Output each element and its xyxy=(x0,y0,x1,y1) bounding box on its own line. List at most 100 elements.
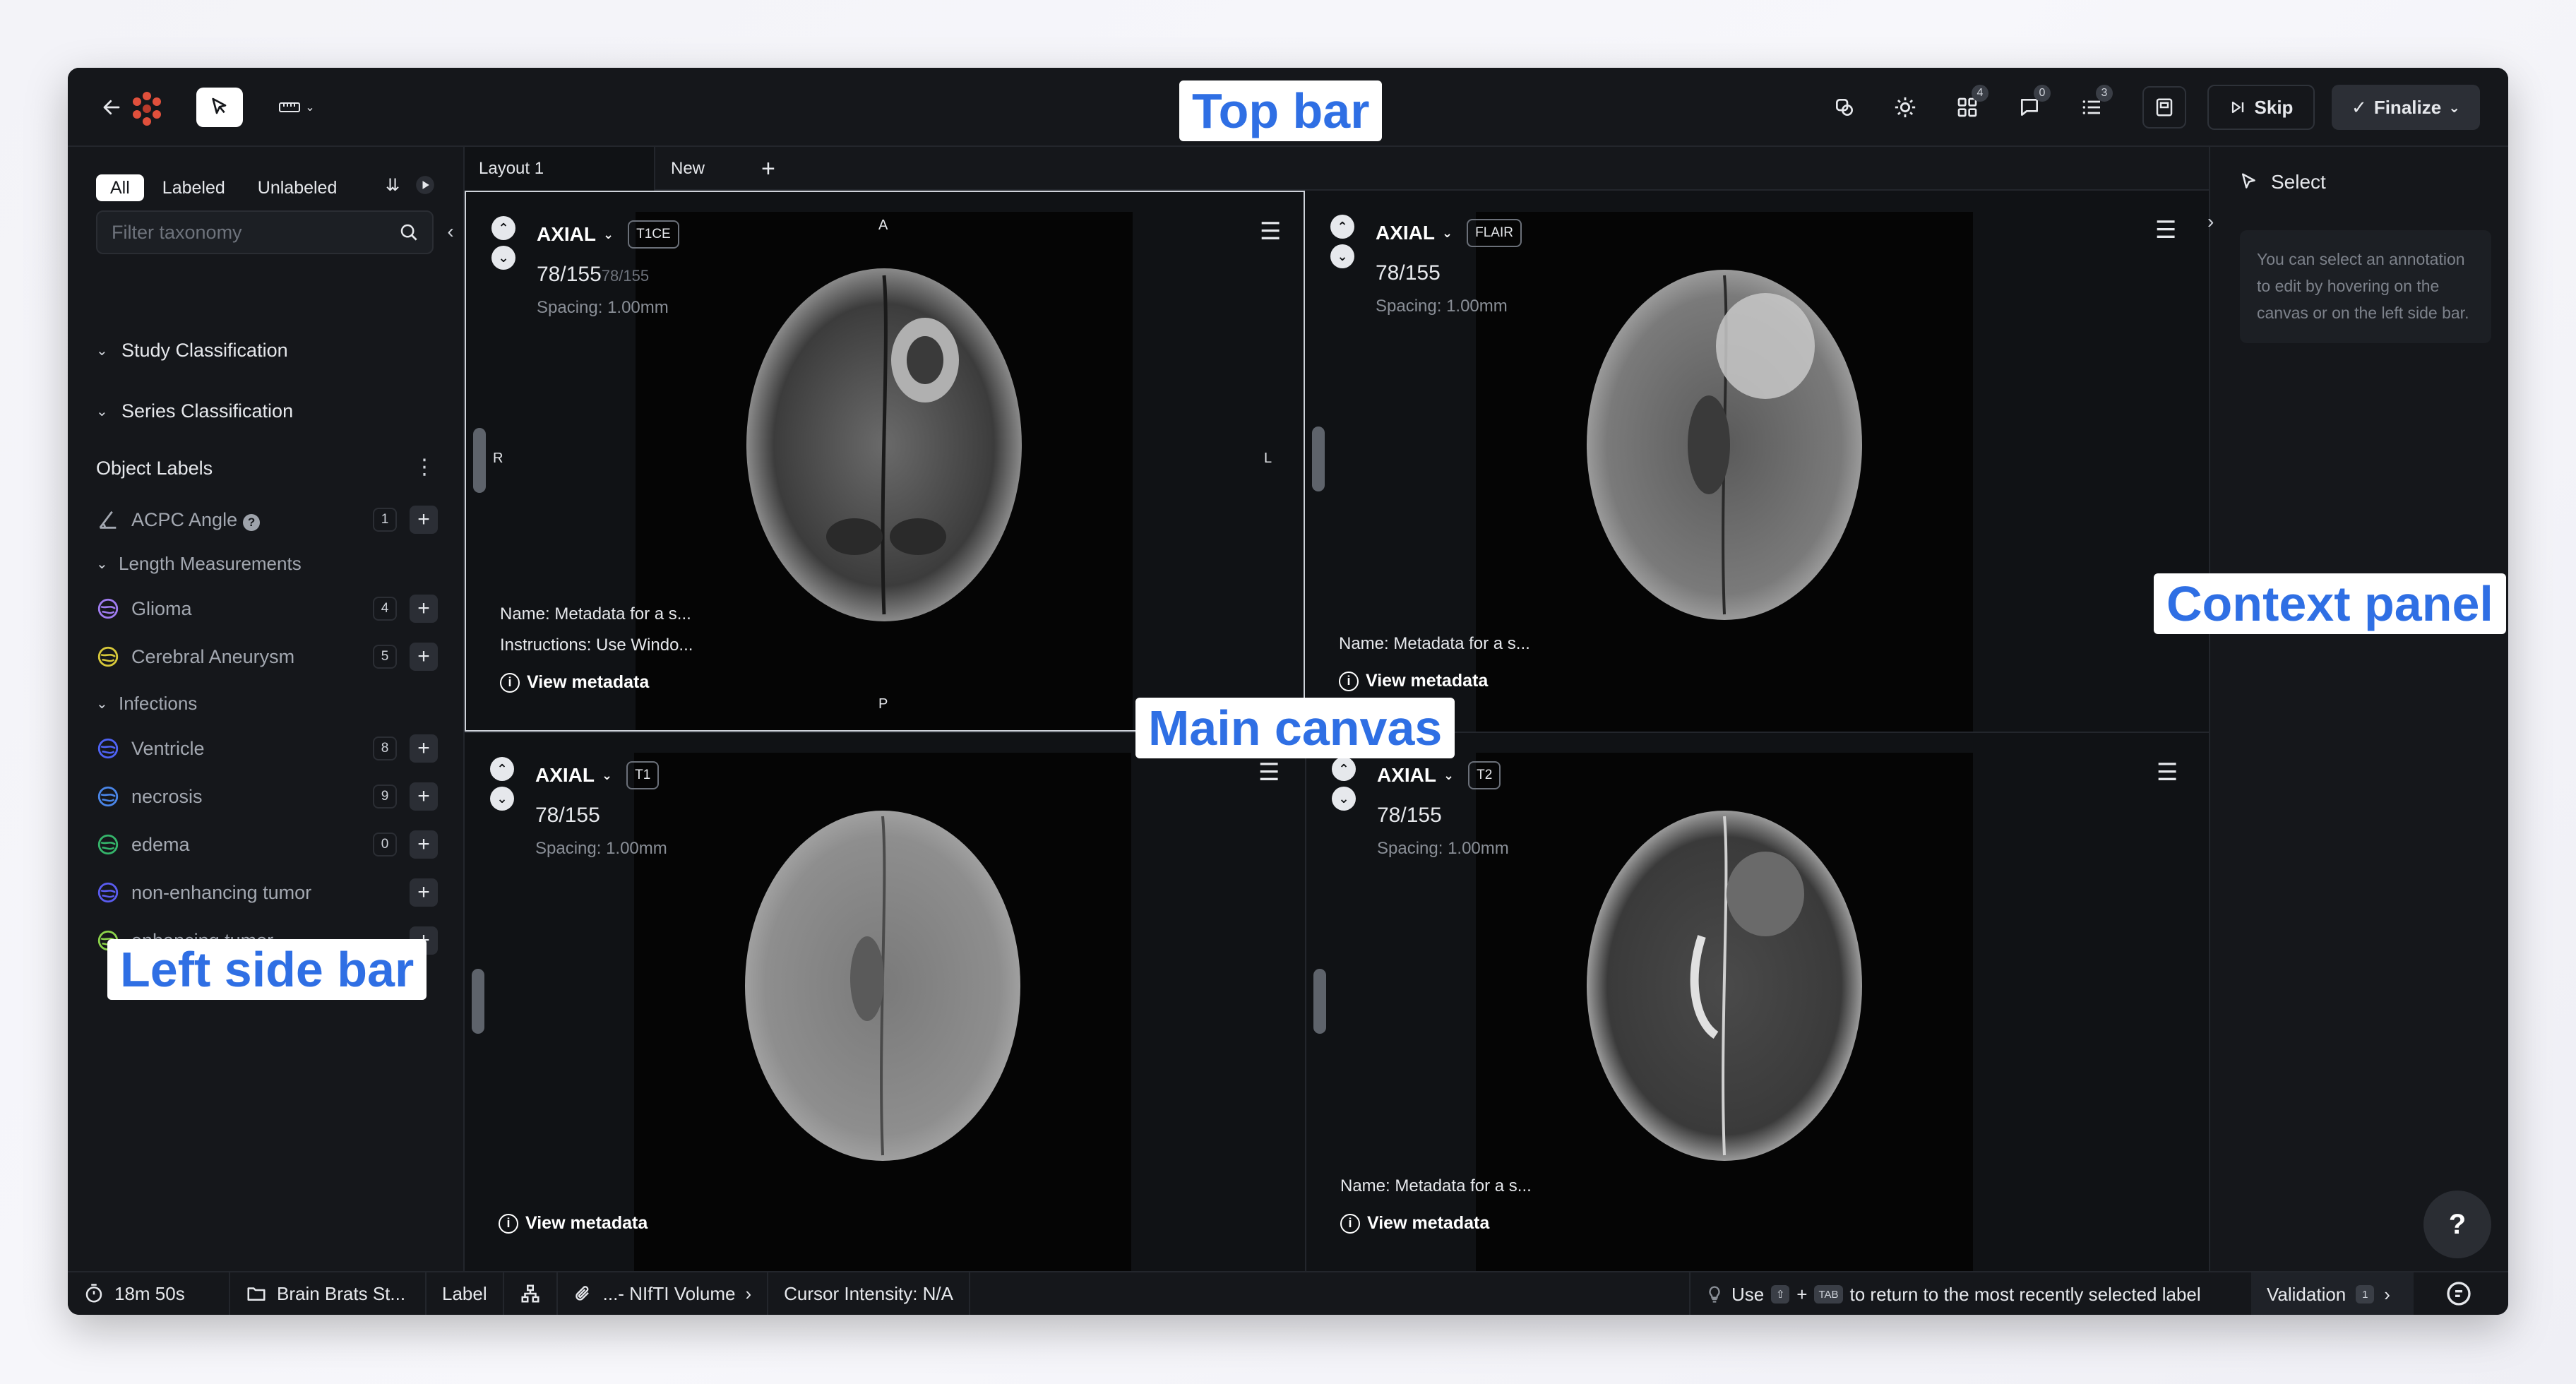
label-item-edema[interactable]: edema 0 + xyxy=(96,826,438,863)
back-arrow-icon[interactable] xyxy=(95,90,129,124)
scroll-handle[interactable] xyxy=(1313,969,1326,1034)
study-classification-section[interactable]: ⌄ Study Classification xyxy=(96,335,288,366)
brain-segment-icon xyxy=(97,882,119,903)
help-icon[interactable]: ? xyxy=(243,513,261,531)
comments-icon[interactable]: 0 xyxy=(2010,85,2051,126)
feedback-icon[interactable] xyxy=(2445,1279,2474,1309)
label-name: Ventricle xyxy=(131,737,205,759)
play-icon[interactable] xyxy=(415,175,435,200)
scan-image-area[interactable] xyxy=(1476,212,1973,732)
slice-up-icon[interactable]: ⌃ xyxy=(490,757,514,781)
add-label-button[interactable]: + xyxy=(410,734,438,763)
slice-down-icon[interactable]: ⌄ xyxy=(491,246,515,270)
label-item-cerebral-aneurysm[interactable]: Cerebral Aneurysm 5 + xyxy=(96,638,438,675)
more-vertical-icon[interactable]: ⋮ xyxy=(414,455,435,479)
viewport-menu-icon[interactable]: ☰ xyxy=(2155,217,2177,244)
sequence-badge: T1 xyxy=(626,761,660,789)
tab-layout-1[interactable]: Layout 1 xyxy=(465,147,655,191)
attachment-icon xyxy=(575,1286,589,1301)
collapse-sidebar-icon[interactable]: ‹ xyxy=(447,220,454,242)
collapse-panel-icon[interactable]: › xyxy=(2207,210,2214,232)
slice-up-icon[interactable]: ⌃ xyxy=(491,216,515,240)
hierarchy-icon[interactable] xyxy=(504,1272,558,1315)
slice-number: 78/155 xyxy=(1376,261,1441,285)
label-name: Glioma xyxy=(131,597,192,619)
add-label-button[interactable]: + xyxy=(410,830,438,859)
save-button[interactable] xyxy=(2142,86,2186,129)
label-item-glioma[interactable]: Glioma 4 + xyxy=(96,590,438,627)
scan-image-area[interactable] xyxy=(1476,753,1973,1271)
volume-label: ...- NIfTI Volume xyxy=(602,1282,736,1304)
skip-button[interactable]: Skip xyxy=(2207,85,2315,130)
viewport-menu-icon[interactable]: ☰ xyxy=(2157,759,2178,786)
add-label-button[interactable]: + xyxy=(410,595,438,623)
taxonomy-filter-input[interactable] xyxy=(112,221,394,244)
slice-down-icon[interactable]: ⌄ xyxy=(490,787,514,811)
view-metadata-link[interactable]: i View metadata xyxy=(1339,671,1488,691)
viewport-flair[interactable]: ⌃ ⌄ AXIAL ⌄ FLAIR 78/155 Spacing: 1.00mm… xyxy=(1305,191,2209,732)
add-tab-icon[interactable]: + xyxy=(761,155,775,182)
task-list-icon[interactable]: 3 xyxy=(2072,85,2113,126)
label-item-necrosis[interactable]: necrosis 9 + xyxy=(96,778,438,815)
select-tool-button[interactable] xyxy=(196,88,243,127)
finalize-button[interactable]: ✓ Finalize ⌄ xyxy=(2332,85,2480,130)
view-metadata-link[interactable]: i View metadata xyxy=(1340,1213,1489,1234)
spacing-text: Spacing: 1.00mm xyxy=(537,298,669,317)
collapse-all-icon[interactable]: ⇊ xyxy=(386,176,400,195)
orientation-select[interactable]: AXIAL ⌄ T1 xyxy=(535,761,660,789)
label-name: non-enhancing tumor xyxy=(131,881,312,903)
measure-tool-button[interactable]: ⌄ xyxy=(268,89,325,126)
shapes-icon[interactable] xyxy=(1825,89,1864,126)
scroll-handle[interactable] xyxy=(472,969,484,1034)
filter-tab-all[interactable]: All xyxy=(96,174,144,201)
layout-grid-icon[interactable]: 4 xyxy=(1948,85,1988,126)
add-label-button[interactable]: + xyxy=(410,878,438,907)
filter-tab-unlabeled[interactable]: Unlabeled xyxy=(257,177,338,198)
slice-up-icon[interactable]: ⌃ xyxy=(1330,215,1354,239)
viewport-t1[interactable]: ⌃ ⌄ AXIAL ⌄ T1 78/155 Spacing: 1.00mm ☰ … xyxy=(465,732,1305,1271)
scan-image-area[interactable] xyxy=(636,212,1133,730)
tab-new[interactable]: New xyxy=(671,159,705,178)
view-metadata-link[interactable]: i View metadata xyxy=(500,672,649,693)
brain-segment-icon xyxy=(97,646,119,667)
orientation-select[interactable]: AXIAL ⌄ FLAIR xyxy=(1376,219,1522,247)
scroll-handle[interactable] xyxy=(1312,426,1325,491)
slice-down-icon[interactable]: ⌄ xyxy=(1332,787,1356,811)
group-infections[interactable]: ⌄ Infections xyxy=(96,688,197,719)
project-label: Brain Brats St... xyxy=(277,1282,406,1304)
info-icon: i xyxy=(1339,671,1359,691)
filter-tab-labeled[interactable]: Labeled xyxy=(162,177,225,198)
viewport-menu-icon[interactable]: ☰ xyxy=(1260,218,1282,245)
viewport-t2[interactable]: ⌃ ⌄ AXIAL ⌄ T2 78/155 Spacing: 1.00mm ☰ … xyxy=(1305,732,2209,1271)
slice-down-icon[interactable]: ⌄ xyxy=(1330,244,1354,268)
orientation-select[interactable]: AXIAL ⌄ T2 xyxy=(1377,761,1501,789)
group-length-measurements[interactable]: ⌄ Length Measurements xyxy=(96,548,302,579)
brightness-icon[interactable] xyxy=(1885,89,1925,126)
help-button[interactable]: ? xyxy=(2423,1191,2491,1258)
volume-selector[interactable]: ...- NIfTI Volume › xyxy=(558,1272,769,1315)
viewport-t1ce[interactable]: ⌃ ⌄ AXIAL ⌄ T1CE 78/15578/155 Spacing: 1… xyxy=(465,191,1305,732)
sequence-badge: T2 xyxy=(1468,761,1501,789)
label-item-acpc-angle[interactable]: ACPC Angle? 1 + xyxy=(96,501,438,538)
orientation-select[interactable]: AXIAL ⌄ T1CE xyxy=(537,220,679,249)
add-label-button[interactable]: + xyxy=(410,782,438,811)
viewport-menu-icon[interactable]: ☰ xyxy=(1258,759,1280,786)
label-item-non-enhancing-tumor[interactable]: non-enhancing tumor + xyxy=(96,874,438,911)
chevron-right-icon: › xyxy=(2384,1283,2390,1305)
scroll-handle[interactable] xyxy=(473,428,486,493)
mode-label: Label xyxy=(427,1272,504,1315)
taxonomy-filter[interactable] xyxy=(96,210,434,254)
validation-label: Validation xyxy=(2267,1283,2347,1305)
project-name[interactable]: Brain Brats St... xyxy=(230,1272,427,1315)
scan-image-area[interactable] xyxy=(634,753,1131,1271)
metadata-instructions: Instructions: Use Windo... xyxy=(500,636,693,655)
add-label-button[interactable]: + xyxy=(410,643,438,671)
series-classification-section[interactable]: ⌄ Series Classification xyxy=(96,395,293,426)
slice-up-icon[interactable]: ⌃ xyxy=(1332,757,1356,781)
validation-button[interactable]: Validation 1 › xyxy=(2251,1272,2414,1315)
add-label-button[interactable]: + xyxy=(410,506,438,534)
label-item-ventricle[interactable]: Ventricle 8 + xyxy=(96,730,438,767)
orientation-label: AXIAL xyxy=(1377,764,1436,786)
view-metadata-link[interactable]: i View metadata xyxy=(499,1213,648,1234)
cursor-intensity: Cursor Intensity: N/A xyxy=(768,1272,970,1315)
